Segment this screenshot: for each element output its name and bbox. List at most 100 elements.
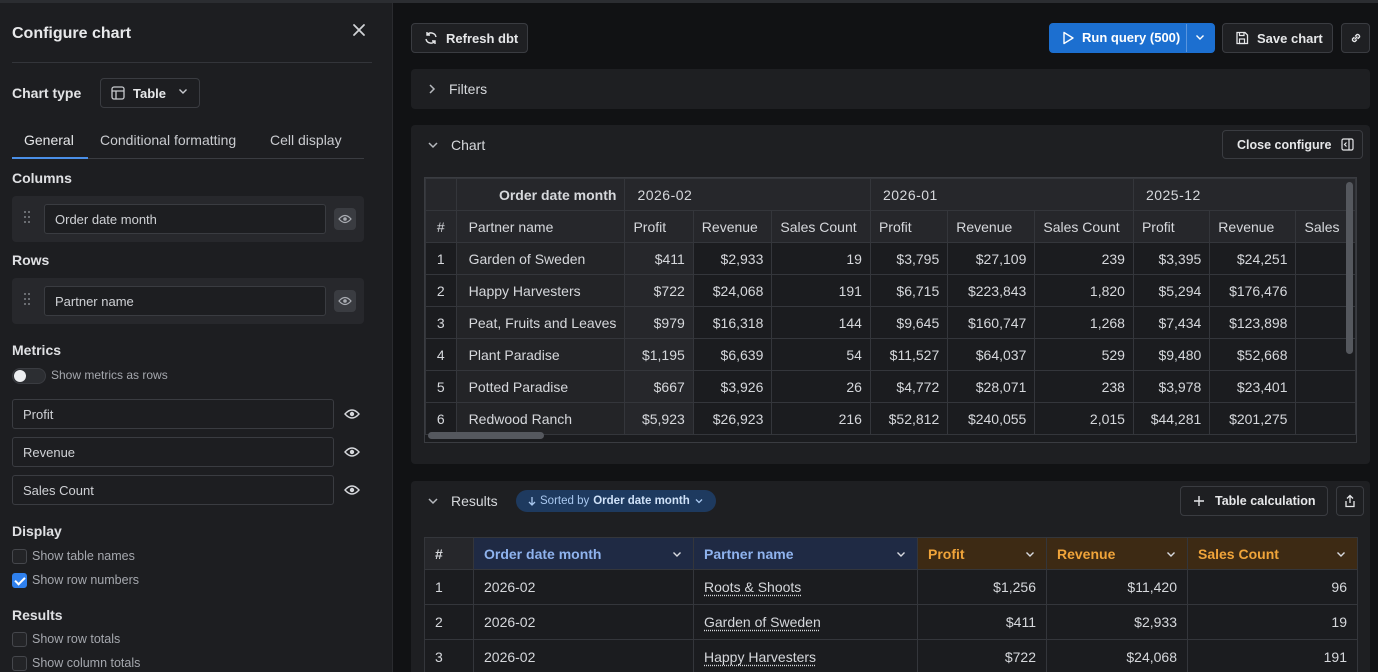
results-body: 1 2026-02 Roots & Shoots $1,256 $11,420 96 2 20… (425, 570, 1358, 672)
chevron-down-icon[interactable] (1194, 31, 1206, 43)
pivot-value-cell: $52,812 (870, 403, 947, 435)
drag-handle-icon[interactable] (23, 210, 31, 224)
profit-header[interactable]: Profit (918, 538, 1047, 570)
chart-header[interactable]: Chart (427, 137, 485, 153)
chevron-down-icon[interactable] (1335, 548, 1347, 560)
play-icon (1062, 31, 1074, 45)
order-date-month-cell: 2026-02 (474, 605, 694, 640)
chart-type-select[interactable]: Table (100, 78, 200, 108)
refresh-dbt-button[interactable]: Refresh dbt (411, 23, 528, 53)
pivot-value-cell: $1,195 (625, 339, 693, 371)
tab-conditional-formatting[interactable]: Conditional formatting (100, 132, 236, 148)
row-number: 5 (426, 371, 457, 403)
export-button[interactable] (1336, 486, 1364, 516)
pivot-value-cell: 2,015 (1035, 403, 1134, 435)
month-header: 2025-12 (1133, 179, 1355, 211)
rows-field[interactable]: Partner name (44, 286, 326, 316)
pivot-row: 1 Garden of Sweden $411 $2,933 19 $3,795 $27,1… (426, 243, 1356, 275)
show-metrics-as-rows-toggle[interactable] (12, 368, 46, 384)
partner-name-cell: Plant Paradise (456, 339, 625, 371)
share-icon (1343, 494, 1357, 508)
tab-cell-display[interactable]: Cell display (270, 132, 342, 148)
show-table-names-checkbox[interactable] (12, 549, 27, 564)
metric-sales-count[interactable]: Sales Count (12, 475, 334, 505)
corner-cell (426, 179, 457, 211)
sorted-prefix: Sorted by (540, 495, 589, 507)
profit-cell: $1,256 (918, 570, 1047, 605)
results-header-row: # Order date month Partner name Profit R… (425, 538, 1358, 570)
pivot-row: 2 Happy Harvesters $722 $24,068 191 $6,715 $22… (426, 275, 1356, 307)
header-label: Sales Count (1198, 546, 1279, 562)
partner-name-cell: Garden of Sweden (456, 243, 625, 275)
close-configure-label: Close configure (1237, 138, 1331, 152)
pivot-value-cell: $23,401 (1210, 371, 1296, 403)
chevron-down-icon[interactable] (895, 548, 907, 560)
partner-name-cell[interactable]: Roots & Shoots (694, 570, 918, 605)
columns-field[interactable]: Order date month (44, 204, 326, 234)
partner-name-link[interactable]: Roots & Shoots (704, 579, 801, 595)
sidebar-collapse-icon (1341, 138, 1354, 151)
results-heading: Results (12, 607, 63, 623)
save-chart-button[interactable]: Save chart (1222, 23, 1333, 53)
eye-icon[interactable] (344, 446, 360, 458)
pivot-value-cell: $3,978 (1133, 371, 1209, 403)
show-row-totals-checkbox[interactable] (12, 632, 27, 647)
drag-handle-icon[interactable] (23, 292, 31, 306)
revenue-cell: $2,933 (1047, 605, 1188, 640)
pivot-value-cell: 26 (772, 371, 871, 403)
run-query-button[interactable]: Run query (500) (1049, 23, 1215, 53)
pivot-value-cell: $11,527 (870, 339, 947, 371)
table-calculation-button[interactable]: Table calculation (1180, 486, 1328, 516)
refresh-icon (424, 31, 438, 45)
eye-icon[interactable] (334, 208, 356, 230)
share-link-button[interactable] (1341, 23, 1370, 53)
partner-name-link[interactable]: Happy Harvesters (704, 649, 816, 665)
pivot-value-cell: 191 (772, 275, 871, 307)
eye-icon[interactable] (344, 484, 360, 496)
chevron-down-icon[interactable] (1024, 548, 1036, 560)
pivot-value-cell: $5,923 (625, 403, 693, 435)
show-row-numbers-checkbox[interactable] (12, 573, 27, 588)
pivot-value-cell: $9,645 (870, 307, 947, 339)
chevron-down-icon[interactable] (671, 548, 683, 560)
sales-count-header[interactable]: Sales Count (1188, 538, 1358, 570)
filters-panel[interactable]: Filters (411, 69, 1370, 109)
chevron-down-icon[interactable] (1165, 548, 1177, 560)
table-calculation-label: Table calculation (1215, 494, 1316, 508)
pivot-value-cell: $44,281 (1133, 403, 1209, 435)
partner-name-cell[interactable]: Garden of Sweden (694, 605, 918, 640)
partner-name-link[interactable]: Garden of Sweden (704, 614, 821, 630)
close-configure-button[interactable]: Close configure (1222, 130, 1363, 159)
results-row: 3 2026-02 Happy Harvesters $722 $24,068 191 (425, 640, 1358, 672)
run-query-main[interactable]: Run query (500) (1062, 30, 1180, 45)
partner-name-header[interactable]: Partner name (694, 538, 918, 570)
tab-general[interactable]: General (24, 132, 74, 148)
sales-count-cell: 191 (1188, 640, 1358, 672)
config-tabs: General Conditional formatting Cell disp… (12, 129, 364, 159)
metric-revenue[interactable]: Revenue (12, 437, 334, 467)
vertical-scrollbar[interactable] (1346, 182, 1353, 354)
order-date-month-header[interactable]: Order date month (474, 538, 694, 570)
metric-profit[interactable]: Profit (12, 399, 334, 429)
filters-header[interactable]: Filters (427, 81, 487, 97)
row-number: 1 (426, 243, 457, 275)
show-row-numbers-label: Show row numbers (32, 573, 139, 587)
pivot-value-cell: $5,294 (1133, 275, 1209, 307)
refresh-dbt-label: Refresh dbt (446, 31, 518, 46)
horizontal-scrollbar[interactable] (428, 432, 544, 439)
results-panel: Results Sorted by Order date month Table… (411, 481, 1370, 672)
close-icon[interactable] (352, 23, 366, 37)
sales-count-cell: 19 (1188, 605, 1358, 640)
eye-icon[interactable] (344, 408, 360, 420)
revenue-header[interactable]: Revenue (1047, 538, 1188, 570)
show-column-totals-checkbox[interactable] (12, 656, 27, 671)
results-header[interactable]: Results (427, 493, 498, 509)
sorted-badge[interactable]: Sorted by Order date month (516, 490, 716, 512)
metric-header: Revenue (693, 211, 772, 243)
pivot-table: Order date month 2026-02 2026-01 2025-12… (424, 177, 1357, 443)
row-number: 2 (426, 275, 457, 307)
partner-name-cell[interactable]: Happy Harvesters (694, 640, 918, 672)
month-header: 2026-02 (625, 179, 871, 211)
pivot-dim-header: Order date month (456, 179, 625, 211)
eye-icon[interactable] (334, 290, 356, 312)
